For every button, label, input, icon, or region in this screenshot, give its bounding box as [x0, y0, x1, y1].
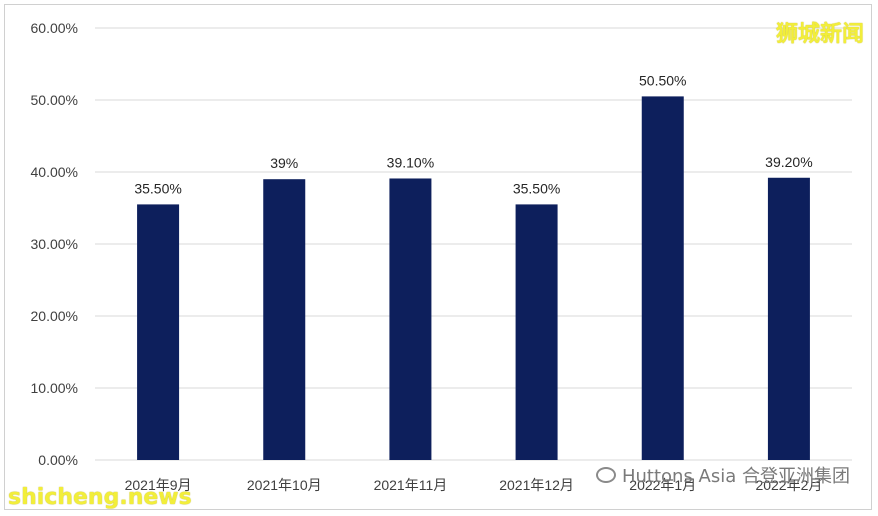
data-label: 50.50% [639, 72, 686, 88]
y-tick-label: 30.00% [31, 236, 78, 252]
data-label: 35.50% [134, 180, 181, 196]
watermark-site-bottom: shicheng.news [8, 485, 192, 510]
x-tick-label: 2021年9月 [125, 477, 192, 493]
x-tick-label: 2021年11月 [374, 477, 448, 493]
bar [515, 204, 558, 460]
x-tick-label: 2022年2月 [755, 477, 822, 493]
y-tick-label: 0.00% [38, 452, 78, 468]
bar [767, 177, 810, 460]
wechat-icon [595, 467, 616, 483]
data-label: 39% [270, 155, 298, 171]
watermark-logo-top: 狮城新闻 [775, 22, 864, 47]
x-tick-label: 2022年1月 [629, 477, 696, 493]
x-tick-label: 2021年12月 [499, 477, 574, 493]
source-watermark: Huttons Asia 合登亚洲集团 [595, 462, 850, 488]
x-tick-label: 2021年10月 [247, 477, 322, 493]
bar [389, 178, 432, 461]
data-label: 35.50% [513, 180, 560, 196]
bar [263, 179, 306, 460]
data-label: 39.10% [387, 154, 434, 170]
y-tick-label: 60.00% [31, 20, 78, 36]
y-tick-label: 20.00% [31, 308, 78, 324]
bar [641, 96, 684, 461]
chart-frame [4, 4, 872, 510]
y-tick-label: 50.00% [31, 92, 78, 108]
y-tick-label: 10.00% [31, 380, 78, 396]
y-tick-label: 40.00% [31, 164, 78, 180]
source-text: Huttons Asia 合登亚洲集团 [621, 466, 850, 487]
data-label: 39.20% [765, 154, 812, 170]
bar [137, 204, 180, 460]
